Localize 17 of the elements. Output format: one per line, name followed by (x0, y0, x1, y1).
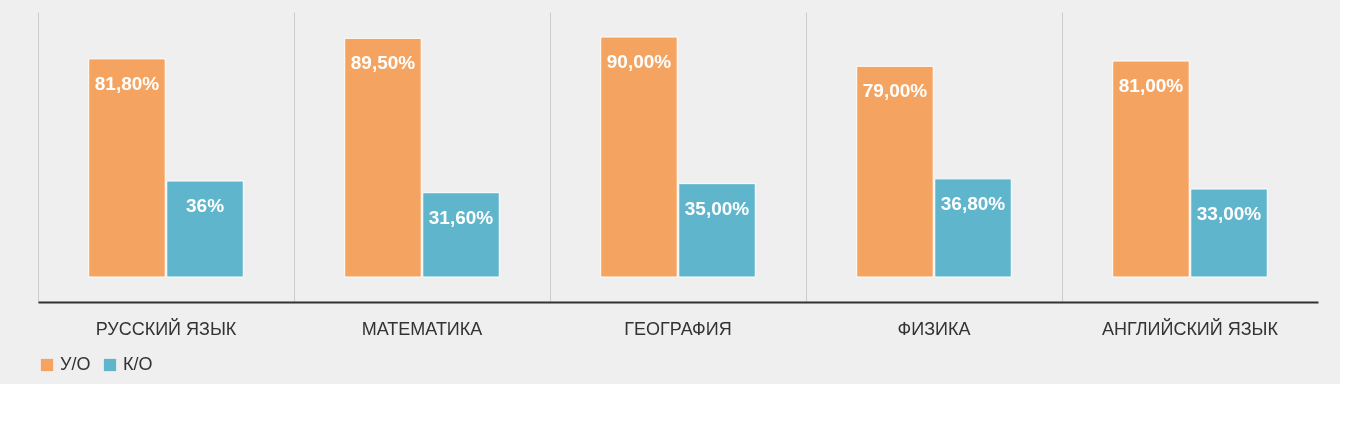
data-label: 36,80% (940, 192, 1006, 214)
x-tick-label: ФИЗИКА (897, 318, 971, 339)
data-label: 33,00% (1196, 203, 1262, 224)
data-label: 35,00% (684, 197, 750, 219)
data-label: 81,00% (1118, 75, 1184, 96)
x-tick-label: ГЕОГРАФИЯ (624, 318, 732, 339)
data-label: 36% (186, 195, 225, 216)
x-tick-label: РУССКИЙ ЯЗЫК (95, 317, 237, 339)
data-label: 89,50% (350, 52, 416, 74)
data-label: 90,00% (606, 51, 672, 72)
legend-label: К/О (123, 354, 153, 374)
data-label: 79,00% (862, 80, 928, 102)
legend-label: У/О (60, 354, 91, 374)
data-label: 31,60% (428, 206, 494, 228)
data-label: 81,80% (94, 72, 160, 94)
x-tick-label: АНГЛИЙСКИЙ ЯЗЫК (1101, 317, 1279, 339)
x-tick-label: МАТЕМАТИКА (361, 318, 483, 339)
